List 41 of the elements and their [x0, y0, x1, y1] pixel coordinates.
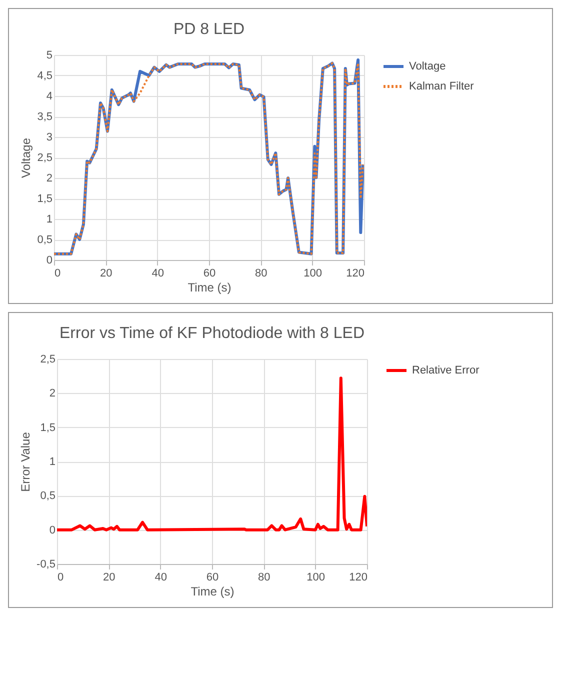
y-tick-label: -0,5: [36, 558, 56, 570]
x-tick-label: 100: [306, 572, 326, 584]
x-tick-label: 120: [349, 572, 368, 584]
legend-label: Relative Error: [412, 364, 480, 376]
y-tick-label: 0,5: [37, 234, 52, 246]
y-tick-label: 4,5: [37, 70, 52, 82]
y-tick-label: 0: [49, 524, 56, 536]
x-tick-label: 100: [304, 268, 322, 280]
x-axis-title: Time (s): [190, 584, 234, 598]
x-tick-label: 120: [346, 268, 364, 280]
y-tick-label: 1: [49, 456, 56, 468]
x-tick-label: 60: [203, 268, 216, 280]
y-tick-label: 2: [46, 172, 52, 184]
chart-title: PD 8 LED: [173, 21, 245, 38]
y-tick-label: 3,5: [37, 111, 52, 123]
y-tick-label: 1: [46, 214, 52, 226]
line-series: [57, 376, 367, 532]
x-tick-label: 20: [100, 268, 112, 280]
x-axis-title: Time (s): [188, 280, 232, 294]
legend-label: Voltage: [409, 60, 446, 72]
y-tick-label: 2,5: [40, 354, 56, 366]
y-tick-label: 0: [46, 254, 52, 266]
y-tick-label: 3: [46, 132, 52, 144]
x-tick-label: 60: [206, 572, 219, 584]
y-tick-label: 5: [46, 50, 52, 62]
legend-label: Kalman Filter: [409, 80, 474, 92]
x-tick-label: 40: [154, 572, 167, 584]
x-tick-label: 80: [255, 268, 268, 280]
x-tick-label: 80: [258, 572, 270, 584]
y-axis-title: Error Value: [18, 432, 33, 492]
chart-title: Error vs Time of KF Photodiode with 8 LED: [59, 325, 365, 342]
x-tick-label: 0: [58, 572, 64, 584]
y-axis-title: Voltage: [19, 138, 34, 178]
y-tick-label: 2: [49, 388, 56, 400]
y-tick-label: 1,5: [40, 422, 56, 434]
x-tick-label: 40: [152, 268, 164, 280]
y-tick-label: 4: [46, 90, 52, 102]
y-tick-label: 0,5: [40, 490, 56, 502]
y-tick-label: 1,5: [37, 193, 52, 205]
x-tick-label: 20: [103, 572, 116, 584]
y-tick-label: 2,5: [37, 152, 52, 164]
